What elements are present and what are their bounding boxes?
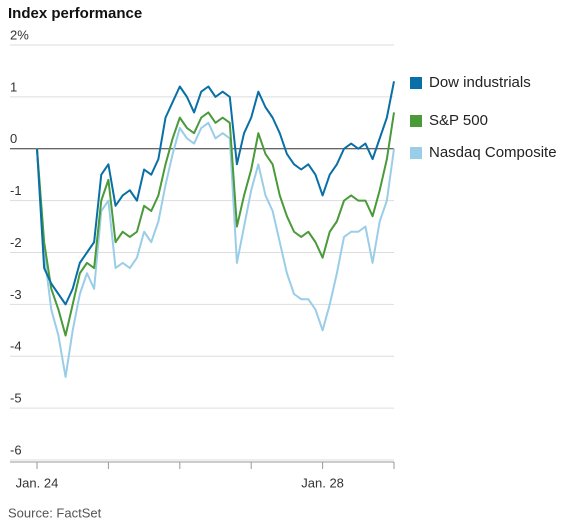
y-tick-label: -5 — [10, 391, 22, 406]
legend-swatch — [410, 77, 422, 89]
y-tick-label: -3 — [10, 287, 22, 302]
legend-label: S&P 500 — [429, 112, 488, 129]
y-tick-label: -4 — [10, 339, 22, 354]
legend-label: Dow industrials — [429, 74, 531, 91]
y-tick-label: -2 — [10, 235, 22, 250]
y-tick-label: -6 — [10, 442, 22, 457]
source: Source: FactSet — [8, 505, 102, 520]
legend-label: Nasdaq Composite — [429, 144, 557, 161]
y-tick-label: -1 — [10, 183, 22, 198]
y-tick-label: 0 — [10, 131, 17, 146]
series-line — [36, 121, 395, 378]
x-tick-label: Jan. 24 — [16, 475, 59, 490]
legend-swatch — [410, 115, 422, 127]
y-tick-label: 2% — [10, 27, 29, 42]
series-line — [36, 111, 395, 337]
legend-swatch — [410, 147, 422, 159]
series-line — [36, 81, 395, 306]
y-tick-label: 1 — [10, 79, 17, 94]
chart-title: Index performance — [8, 5, 142, 22]
x-tick-label: Jan. 28 — [301, 475, 344, 490]
